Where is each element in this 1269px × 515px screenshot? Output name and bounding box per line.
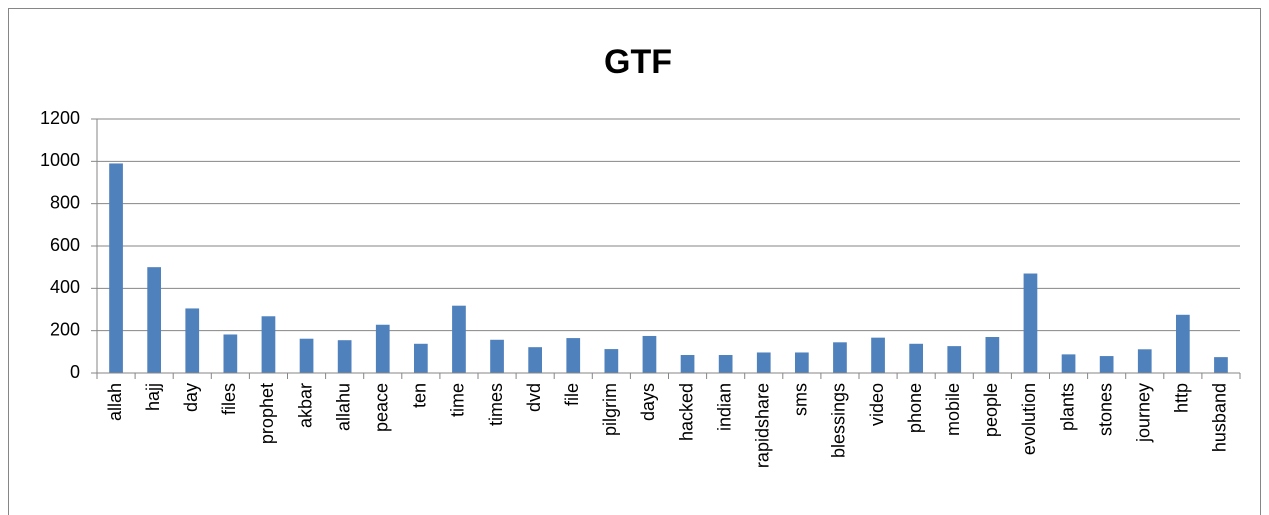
y-tick-label: 0 xyxy=(70,362,80,382)
x-tick-label: plants xyxy=(1057,383,1077,431)
x-tick-label: journey xyxy=(1134,383,1154,443)
bar xyxy=(299,338,314,373)
bar xyxy=(642,335,657,373)
x-tick-label: dvd xyxy=(524,383,544,412)
x-tick-label: rapidshare xyxy=(753,383,773,468)
chart-frame xyxy=(8,8,1261,515)
x-tick-label: file xyxy=(562,383,582,406)
bar xyxy=(223,334,238,373)
bar xyxy=(109,163,123,373)
x-tick-label: people xyxy=(981,383,1001,437)
x-tick-label: files xyxy=(219,383,239,415)
x-tick-label: times xyxy=(486,383,506,426)
x-tick-label: time xyxy=(448,383,468,417)
y-tick-label: 400 xyxy=(50,277,80,297)
bar xyxy=(1099,356,1114,373)
x-tick-label: akbar xyxy=(295,383,315,428)
y-tick-label: 600 xyxy=(50,235,80,255)
bar xyxy=(1175,314,1190,373)
bar xyxy=(1137,349,1152,373)
x-tick-label: ten xyxy=(410,383,430,408)
bar xyxy=(528,347,543,373)
bar xyxy=(756,352,771,373)
bar xyxy=(1023,273,1038,373)
chart-title: GTF xyxy=(604,43,672,81)
x-tick-label: peace xyxy=(372,383,392,432)
bar xyxy=(871,337,885,373)
bar xyxy=(833,342,847,373)
y-tick-label: 200 xyxy=(50,319,80,339)
bar xyxy=(985,337,1000,373)
bar xyxy=(604,349,619,373)
bar xyxy=(794,352,809,373)
bar xyxy=(1061,354,1076,373)
bar xyxy=(375,324,390,373)
bar xyxy=(1214,357,1228,373)
bar xyxy=(261,316,276,373)
x-tick-label: stones xyxy=(1095,383,1115,436)
y-tick-label: 800 xyxy=(50,192,80,212)
x-tick-label: indian xyxy=(714,383,734,431)
x-tick-label: husband xyxy=(1210,383,1230,452)
x-tick-label: http xyxy=(1172,383,1192,413)
x-tick-label: allahu xyxy=(333,383,353,431)
x-tick-label: mobile xyxy=(943,383,963,436)
bar xyxy=(680,355,695,373)
x-tick-label: days xyxy=(638,383,658,421)
x-tick-label: allah xyxy=(105,383,125,421)
bar xyxy=(452,305,466,373)
x-tick-label: prophet xyxy=(257,383,277,444)
bar xyxy=(185,308,200,373)
x-tick-label: phone xyxy=(905,383,925,433)
bar xyxy=(909,343,924,373)
bar xyxy=(947,346,962,373)
bar xyxy=(718,355,733,373)
y-tick-label: 1000 xyxy=(40,150,80,170)
x-tick-label: sms xyxy=(791,383,811,416)
bar xyxy=(337,340,352,373)
bar xyxy=(490,339,504,373)
x-tick-label: blessings xyxy=(829,383,849,458)
bar xyxy=(413,343,428,373)
y-tick-label: 1200 xyxy=(40,108,80,128)
x-tick-label: hajj xyxy=(143,383,163,411)
bar xyxy=(147,267,162,373)
x-tick-label: day xyxy=(181,383,201,412)
x-tick-label: video xyxy=(867,383,887,426)
x-tick-label: pilgrim xyxy=(600,383,620,436)
bar xyxy=(566,338,581,373)
x-tick-label: evolution xyxy=(1019,383,1039,455)
x-tick-label: hacked xyxy=(676,383,696,441)
